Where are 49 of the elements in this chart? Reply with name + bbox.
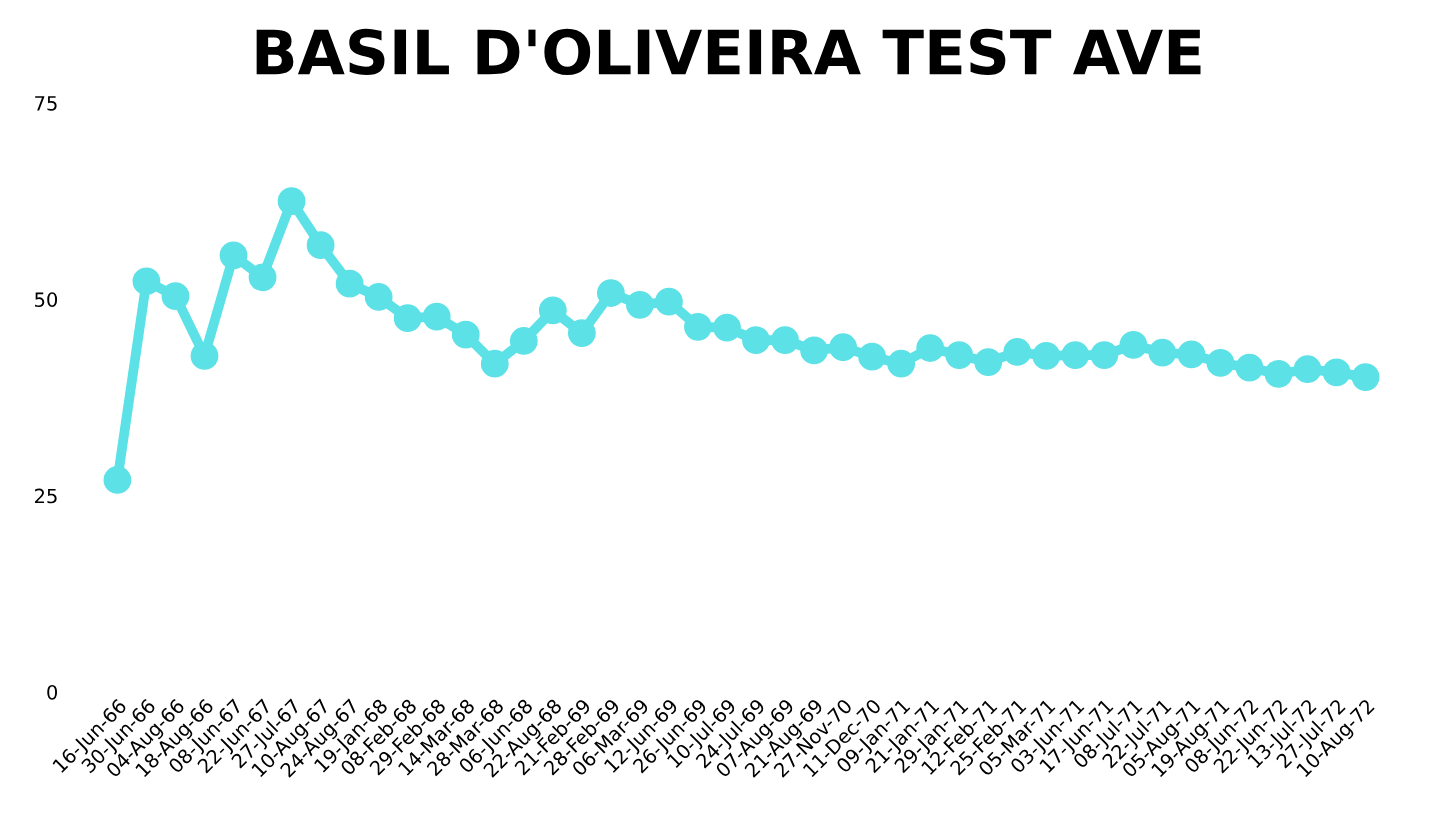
- point: [1206, 349, 1235, 377]
- point: [800, 336, 828, 365]
- y-tick-label: 75: [35, 96, 57, 111]
- point: [422, 302, 451, 331]
- point: [509, 327, 538, 355]
- point: [858, 342, 887, 371]
- point: [1090, 341, 1119, 369]
- point: [103, 466, 132, 494]
- point: [1148, 338, 1177, 367]
- point: [190, 341, 219, 370]
- point: [1061, 341, 1090, 369]
- point: [916, 334, 945, 362]
- point: [1003, 338, 1032, 366]
- point: [887, 349, 916, 378]
- point: [713, 313, 741, 342]
- point: [161, 282, 190, 311]
- point: [1351, 363, 1380, 391]
- point: [451, 320, 480, 349]
- point: [480, 349, 509, 378]
- point: [974, 348, 1003, 377]
- point: [771, 326, 799, 355]
- point: [742, 326, 770, 355]
- y-tick-label: 0: [47, 684, 58, 700]
- point: [829, 333, 857, 362]
- point: [219, 241, 248, 270]
- point: [1119, 330, 1148, 359]
- point: [364, 283, 393, 311]
- point: [1293, 355, 1322, 384]
- point: [1264, 360, 1293, 388]
- point: [567, 319, 596, 347]
- point: [538, 296, 567, 325]
- chart-title: BASIL D'OLIVEIRA TEST AVE: [256, 28, 1201, 76]
- y-tick-label: 25: [35, 488, 57, 504]
- point: [945, 341, 974, 369]
- point: [306, 231, 335, 260]
- point: [335, 269, 364, 298]
- point: [1322, 358, 1351, 387]
- point: [1032, 341, 1061, 370]
- point: [626, 290, 654, 319]
- point: [655, 287, 683, 316]
- y-tick-label: 50: [35, 292, 58, 307]
- point: [248, 263, 277, 292]
- point: [277, 187, 306, 216]
- point: [596, 279, 625, 307]
- point: [1235, 353, 1264, 382]
- point: [132, 267, 161, 296]
- point: [393, 304, 422, 333]
- point: [684, 312, 712, 341]
- point: [1177, 340, 1206, 369]
